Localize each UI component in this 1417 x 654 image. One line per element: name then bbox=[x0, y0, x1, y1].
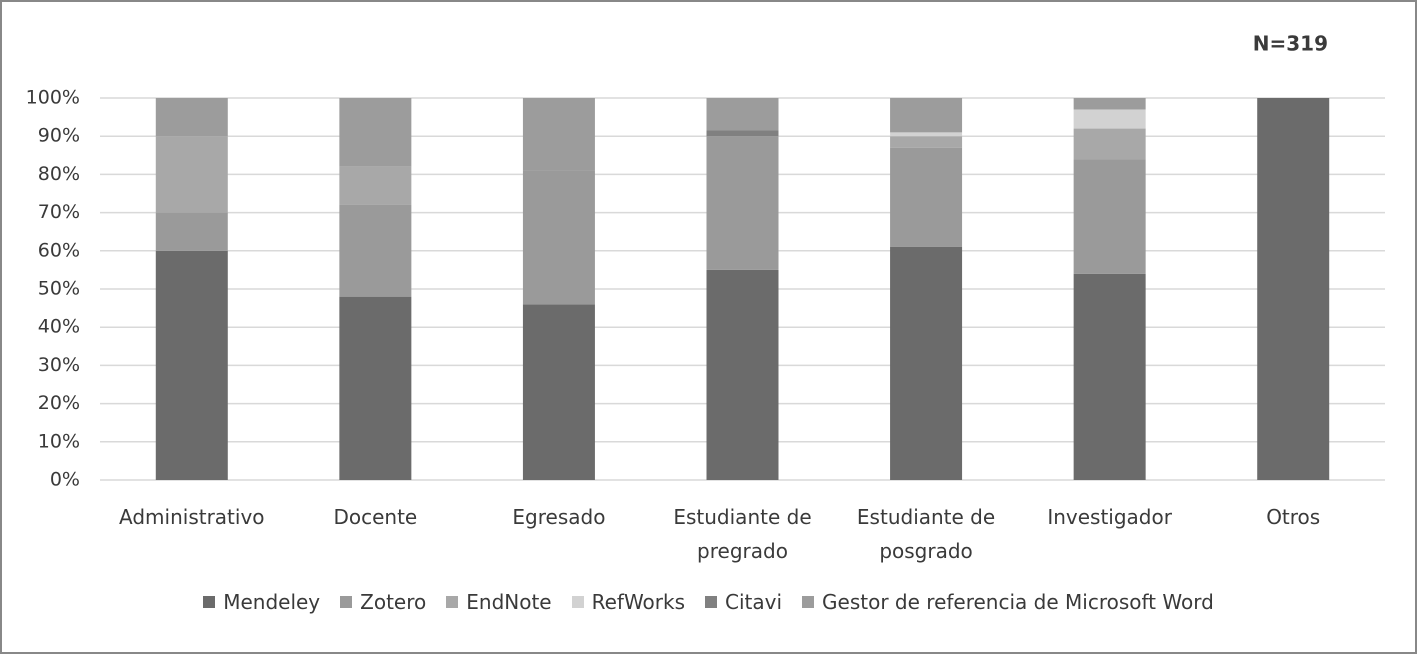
bar-segment bbox=[1257, 98, 1330, 480]
x-tick-label: Investigador bbox=[1047, 505, 1172, 529]
legend-item: EndNote bbox=[446, 590, 552, 614]
bar-segment bbox=[155, 98, 228, 137]
legend-item: Zotero bbox=[340, 590, 426, 614]
y-tick-label: 90% bbox=[38, 125, 80, 147]
y-tick-label: 40% bbox=[38, 316, 80, 338]
legend: Mendeley Zotero EndNote RefWorks Citavi Gesto… bbox=[0, 590, 1417, 614]
bar-segment bbox=[890, 136, 963, 148]
x-tick-label: Administrativo bbox=[119, 505, 265, 529]
y-tick-label: 50% bbox=[38, 278, 80, 300]
bar-segment bbox=[155, 212, 228, 251]
legend-item: RefWorks bbox=[571, 590, 686, 614]
x-tick-label: Docente bbox=[333, 505, 418, 529]
bar-segment bbox=[155, 250, 228, 480]
bar-segment bbox=[706, 98, 779, 131]
bar-segment bbox=[1073, 98, 1146, 110]
x-tick-label: Egresado bbox=[512, 505, 606, 529]
y-tick-label: 20% bbox=[38, 392, 80, 414]
y-tick-label: 100% bbox=[26, 87, 80, 109]
legend-item: Citavi bbox=[705, 590, 782, 614]
x-tick-label: Estudiante de posgrado bbox=[856, 505, 996, 563]
legend-item: Gestor de referencia de Microsoft Word bbox=[802, 590, 1214, 614]
bar-segment bbox=[890, 147, 963, 247]
legend-label: RefWorks bbox=[591, 590, 686, 614]
bar-segment bbox=[522, 98, 595, 171]
legend-label: EndNote bbox=[466, 590, 552, 614]
legend-label: Gestor de referencia de Microsoft Word bbox=[822, 590, 1214, 614]
bar-segment bbox=[155, 136, 228, 213]
bar-segment bbox=[339, 204, 412, 297]
bar-segment bbox=[706, 130, 779, 137]
legend-swatch bbox=[340, 596, 353, 608]
y-tick-label: 10% bbox=[38, 430, 80, 452]
bar-segment bbox=[890, 98, 963, 133]
bar-segment bbox=[522, 170, 595, 305]
legend-label: Mendeley bbox=[223, 590, 321, 614]
bar-segment bbox=[1073, 109, 1146, 129]
legend-label: Citavi bbox=[725, 590, 783, 614]
annotation: N=319 bbox=[1253, 32, 1328, 56]
legend-item: Mendeley bbox=[203, 590, 320, 614]
bar-segment bbox=[339, 98, 412, 167]
legend-swatch bbox=[802, 596, 815, 608]
bar-segment bbox=[339, 296, 412, 480]
legend-label: Zotero bbox=[360, 590, 427, 614]
bar-segment bbox=[522, 304, 595, 480]
legend-swatch bbox=[705, 596, 718, 608]
y-tick-label: 0% bbox=[50, 469, 80, 491]
bar-segment bbox=[1073, 128, 1146, 160]
y-tick-label: 30% bbox=[38, 354, 80, 376]
bar-segment bbox=[706, 136, 779, 270]
bar-segment bbox=[706, 269, 779, 480]
legend-swatch bbox=[446, 596, 459, 608]
bar-segment bbox=[890, 246, 963, 480]
bar-segment bbox=[1073, 159, 1146, 274]
x-tick-label: Estudiante de pregrado bbox=[673, 505, 812, 563]
legend-swatch bbox=[571, 596, 584, 608]
bar-segment bbox=[339, 166, 412, 205]
legend-swatch bbox=[203, 596, 216, 608]
y-tick-label: 60% bbox=[38, 239, 80, 261]
x-tick-label: Otros bbox=[1266, 505, 1321, 529]
bar-segment bbox=[1073, 273, 1146, 480]
y-tick-label: 80% bbox=[38, 163, 80, 185]
bar-segment bbox=[890, 132, 963, 137]
y-tick-label: 70% bbox=[38, 201, 80, 223]
